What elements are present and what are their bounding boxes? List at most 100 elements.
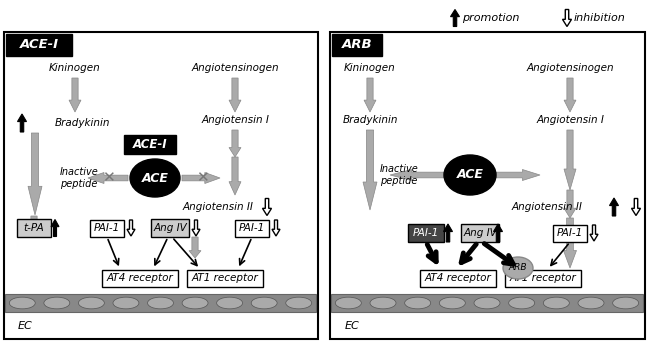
- Text: AT1 receptor: AT1 receptor: [191, 273, 258, 283]
- Ellipse shape: [509, 297, 535, 309]
- Ellipse shape: [474, 297, 500, 309]
- Text: inhibition: inhibition: [574, 13, 626, 23]
- Ellipse shape: [444, 155, 496, 195]
- Text: Bradykinin: Bradykinin: [342, 115, 398, 125]
- Text: Angiotensinogen: Angiotensinogen: [191, 63, 279, 73]
- Text: PAI-1: PAI-1: [413, 228, 439, 238]
- Polygon shape: [189, 237, 201, 258]
- Text: ACE-I: ACE-I: [19, 38, 58, 52]
- FancyBboxPatch shape: [4, 32, 318, 339]
- Ellipse shape: [370, 297, 396, 309]
- Polygon shape: [182, 172, 220, 184]
- Polygon shape: [272, 220, 280, 236]
- FancyBboxPatch shape: [151, 219, 189, 237]
- Text: Inactive
peptide: Inactive peptide: [60, 167, 99, 189]
- FancyBboxPatch shape: [235, 220, 269, 237]
- Text: EC: EC: [345, 321, 360, 331]
- Ellipse shape: [113, 297, 139, 309]
- Polygon shape: [127, 220, 135, 236]
- Text: EC: EC: [18, 321, 32, 331]
- FancyBboxPatch shape: [332, 34, 382, 56]
- Ellipse shape: [251, 297, 277, 309]
- Polygon shape: [450, 9, 459, 27]
- Ellipse shape: [286, 297, 312, 309]
- Ellipse shape: [147, 297, 173, 309]
- Polygon shape: [28, 216, 40, 236]
- Text: promotion: promotion: [462, 13, 519, 23]
- FancyBboxPatch shape: [553, 224, 587, 242]
- Polygon shape: [229, 78, 241, 112]
- Text: Angiotensin II: Angiotensin II: [182, 202, 254, 212]
- Ellipse shape: [79, 297, 104, 309]
- Text: Kininogen: Kininogen: [344, 63, 396, 73]
- Ellipse shape: [578, 297, 604, 309]
- Ellipse shape: [217, 297, 243, 309]
- FancyBboxPatch shape: [17, 219, 51, 237]
- FancyBboxPatch shape: [187, 269, 263, 287]
- FancyBboxPatch shape: [331, 294, 643, 312]
- Text: ARB: ARB: [509, 263, 527, 273]
- FancyBboxPatch shape: [330, 32, 645, 339]
- Ellipse shape: [9, 297, 35, 309]
- Ellipse shape: [543, 297, 569, 309]
- Text: Inactive
peptide: Inactive peptide: [380, 164, 419, 186]
- FancyBboxPatch shape: [420, 269, 496, 287]
- FancyBboxPatch shape: [102, 269, 178, 287]
- FancyBboxPatch shape: [461, 224, 499, 242]
- Text: Angiotensin I: Angiotensin I: [536, 115, 604, 125]
- FancyBboxPatch shape: [90, 220, 124, 237]
- Text: PAI-1: PAI-1: [94, 223, 120, 233]
- Polygon shape: [28, 133, 42, 215]
- Polygon shape: [590, 225, 598, 241]
- Ellipse shape: [336, 297, 361, 309]
- Polygon shape: [88, 172, 128, 184]
- Text: ✕: ✕: [102, 171, 114, 186]
- Text: ACE-I: ACE-I: [132, 138, 167, 150]
- Text: ARB: ARB: [341, 38, 373, 52]
- Polygon shape: [192, 220, 200, 236]
- Ellipse shape: [182, 297, 208, 309]
- Polygon shape: [564, 78, 576, 112]
- FancyBboxPatch shape: [5, 294, 316, 312]
- Polygon shape: [563, 218, 576, 268]
- Polygon shape: [564, 130, 576, 190]
- Ellipse shape: [405, 297, 431, 309]
- Text: ACE: ACE: [456, 169, 484, 181]
- Text: Angiotensin I: Angiotensin I: [201, 115, 269, 125]
- Text: ✕: ✕: [195, 171, 208, 186]
- FancyBboxPatch shape: [6, 34, 72, 56]
- Polygon shape: [51, 220, 59, 237]
- Text: AT4 receptor: AT4 receptor: [106, 273, 173, 283]
- Polygon shape: [496, 170, 540, 180]
- Polygon shape: [229, 130, 241, 157]
- Ellipse shape: [439, 297, 465, 309]
- FancyBboxPatch shape: [408, 224, 444, 242]
- Polygon shape: [364, 78, 376, 112]
- Polygon shape: [229, 157, 241, 195]
- Text: Kininogen: Kininogen: [49, 63, 101, 73]
- Text: t-PA: t-PA: [23, 223, 44, 233]
- Ellipse shape: [503, 257, 533, 279]
- FancyBboxPatch shape: [505, 269, 581, 287]
- Text: ACE: ACE: [141, 171, 169, 185]
- Polygon shape: [564, 190, 576, 218]
- Ellipse shape: [613, 297, 639, 309]
- Text: Ang IV: Ang IV: [463, 228, 497, 238]
- Polygon shape: [631, 199, 641, 215]
- Polygon shape: [262, 199, 271, 215]
- Polygon shape: [443, 224, 452, 242]
- Polygon shape: [69, 78, 81, 112]
- Polygon shape: [18, 114, 27, 132]
- Polygon shape: [363, 130, 377, 210]
- Polygon shape: [563, 9, 572, 27]
- Text: AT1 receptor: AT1 receptor: [509, 273, 576, 283]
- Polygon shape: [493, 224, 502, 242]
- Text: AT4 receptor: AT4 receptor: [424, 273, 491, 283]
- Text: Bradykinin: Bradykinin: [55, 118, 110, 128]
- Text: Angiotensinogen: Angiotensinogen: [526, 63, 614, 73]
- Polygon shape: [609, 198, 618, 216]
- Text: Ang IV: Ang IV: [153, 223, 187, 233]
- Ellipse shape: [130, 159, 180, 197]
- Ellipse shape: [44, 297, 70, 309]
- FancyBboxPatch shape: [124, 135, 176, 154]
